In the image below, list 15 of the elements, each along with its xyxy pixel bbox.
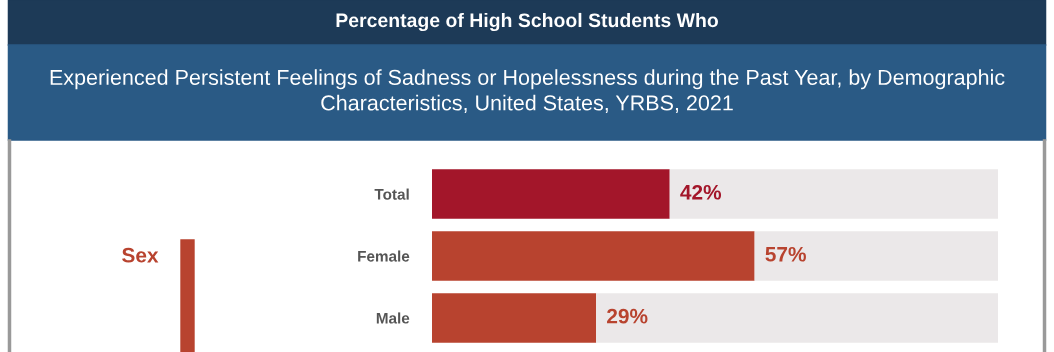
- text: Sex: [122, 247, 159, 263]
- chart-subtitle: Experienced Persistent Feelings of Sadness or Hopelessness during the Past Year, by Demographic Characteristics, United States, YRBS, 2021: [50, 69, 1005, 114]
- bar: [669, 169, 998, 219]
- y-tick-label: Female: [358, 250, 410, 262]
- bar: [596, 293, 998, 343]
- data-label: 42%: [680, 184, 722, 200]
- data-label: 29%: [607, 308, 648, 324]
- data-label: 57%: [765, 246, 806, 262]
- y-tick-label: Male: [376, 312, 410, 324]
- bar: [432, 169, 670, 219]
- bar: [432, 293, 597, 343]
- chart-title: Percentage of High School Students Who: [336, 12, 718, 32]
- bar: [432, 231, 755, 281]
- bar: [754, 231, 998, 281]
- y-tick-label: Total: [374, 188, 409, 200]
